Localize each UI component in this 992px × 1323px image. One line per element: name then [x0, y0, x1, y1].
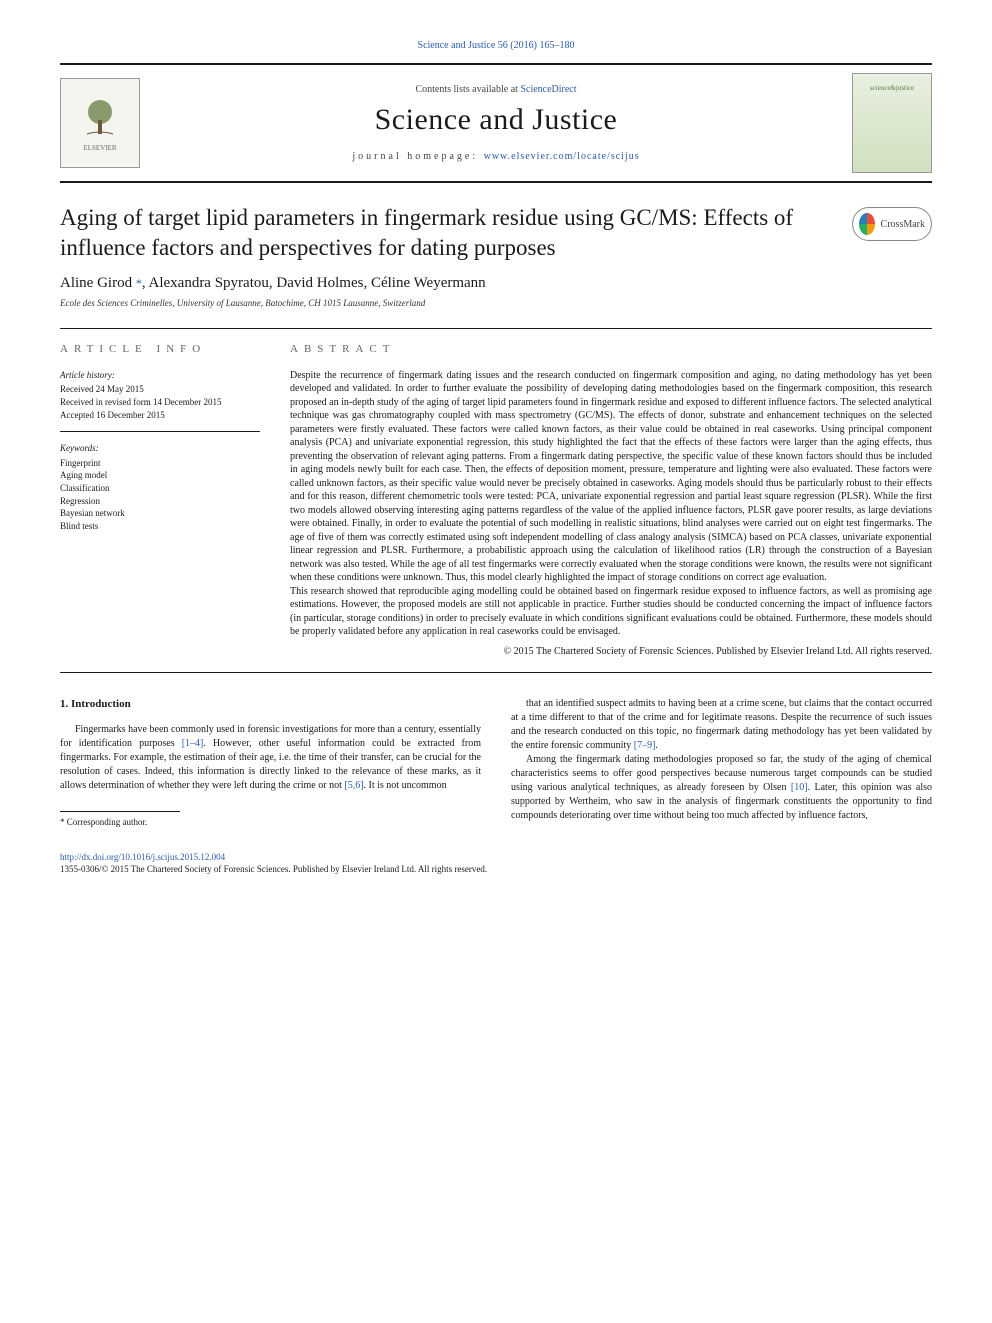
right-column: that an identified suspect admits to hav…	[511, 697, 932, 828]
abstract-paragraph-1: Despite the recurrence of fingermark dat…	[290, 369, 932, 585]
top-citation: Science and Justice 56 (2016) 165–180	[60, 40, 932, 51]
contents-available-line: Contents lists available at ScienceDirec…	[140, 84, 852, 95]
sciencedirect-link[interactable]: ScienceDirect	[520, 84, 576, 95]
abstract-copyright: © 2015 The Chartered Society of Forensic…	[290, 645, 932, 659]
history-received: Received 24 May 2015	[60, 383, 260, 396]
corresponding-footnote: * Corresponding author.	[60, 816, 481, 829]
divider-top	[60, 328, 932, 329]
keyword-item: Aging model	[60, 469, 260, 482]
journal-header: ELSEVIER Contents lists available at Sci…	[60, 63, 932, 183]
ref-link-1-4[interactable]: [1–4]	[182, 738, 204, 749]
elsevier-label: ELSEVIER	[83, 144, 116, 152]
crossmark-icon	[859, 213, 875, 235]
journal-homepage-link[interactable]: www.elsevier.com/locate/scijus	[484, 151, 640, 162]
article-title: Aging of target lipid parameters in fing…	[60, 203, 832, 263]
article-info-column: ARTICLE INFO Article history: Received 2…	[60, 343, 260, 659]
intro-left-paragraph: Fingermarks have been commonly used in f…	[60, 723, 481, 793]
journal-name: Science and Justice	[140, 103, 852, 137]
homepage-prefix: journal homepage:	[352, 151, 483, 162]
authors-line: Aline Girod *, Alexandra Spyratou, David…	[60, 275, 932, 292]
top-citation-link[interactable]: Science and Justice 56 (2016) 165–180	[418, 40, 575, 51]
history-revised: Received in revised form 14 December 201…	[60, 396, 260, 409]
contents-prefix: Contents lists available at	[415, 84, 520, 95]
abstract-column: ABSTRACT Despite the recurrence of finge…	[290, 343, 932, 659]
cover-label: science&justice	[870, 84, 914, 92]
elsevier-tree-icon	[75, 94, 125, 144]
intro-heading: 1. Introduction	[60, 697, 481, 712]
keyword-item: Fingerprint	[60, 457, 260, 470]
journal-cover-thumbnail: science&justice	[852, 73, 932, 173]
corresponding-author-mark[interactable]: *	[136, 276, 142, 290]
footnote-rule	[60, 811, 180, 812]
authors-text: Aline Girod *, Alexandra Spyratou, David…	[60, 275, 486, 291]
intro-right-paragraph-2: Among the fingermark dating methodologie…	[511, 753, 932, 823]
issn-copyright: 1355-0306/© 2015 The Chartered Society o…	[60, 864, 487, 874]
abstract-label: ABSTRACT	[290, 343, 932, 355]
left-column: 1. Introduction Fingermarks have been co…	[60, 697, 481, 828]
page-container: Science and Justice 56 (2016) 165–180 EL…	[0, 0, 992, 916]
ref-link-7-9[interactable]: [7–9]	[634, 740, 656, 751]
keyword-item: Classification	[60, 482, 260, 495]
keyword-item: Blind tests	[60, 520, 260, 533]
abstract-paragraph-2: This research showed that reproducible a…	[290, 585, 932, 639]
ref-link-5-6[interactable]: [5,6]	[344, 780, 363, 791]
intro-right-paragraph-1: that an identified suspect admits to hav…	[511, 697, 932, 753]
elsevier-logo: ELSEVIER	[60, 78, 140, 168]
ref-link-10[interactable]: [10]	[791, 782, 808, 793]
divider-bottom	[60, 672, 932, 673]
header-row: ELSEVIER Contents lists available at Sci…	[60, 73, 932, 173]
crossmark-badge[interactable]: CrossMark	[852, 207, 932, 241]
history-accepted: Accepted 16 December 2015	[60, 409, 260, 422]
page-footer: http://dx.doi.org/10.1016/j.scijus.2015.…	[60, 852, 932, 875]
journal-homepage-line: journal homepage: www.elsevier.com/locat…	[140, 151, 852, 162]
keyword-item: Regression	[60, 495, 260, 508]
info-abstract-row: ARTICLE INFO Article history: Received 2…	[60, 343, 932, 659]
header-center: Contents lists available at ScienceDirec…	[140, 84, 852, 162]
doi-link[interactable]: http://dx.doi.org/10.1016/j.scijus.2015.…	[60, 852, 225, 862]
keywords-head: Keywords:	[60, 442, 260, 455]
body-columns: 1. Introduction Fingermarks have been co…	[60, 697, 932, 828]
article-history: Article history: Received 24 May 2015 Re…	[60, 369, 260, 432]
keywords-block: Keywords: Fingerprint Aging model Classi…	[60, 442, 260, 532]
article-info-label: ARTICLE INFO	[60, 343, 260, 355]
affiliation: Ecole des Sciences Criminelles, Universi…	[60, 298, 932, 308]
title-block: Aging of target lipid parameters in fing…	[60, 203, 932, 263]
history-head: Article history:	[60, 369, 260, 382]
abstract-text: Despite the recurrence of fingermark dat…	[290, 369, 932, 659]
crossmark-label: CrossMark	[881, 219, 925, 230]
keyword-item: Bayesian network	[60, 507, 260, 520]
